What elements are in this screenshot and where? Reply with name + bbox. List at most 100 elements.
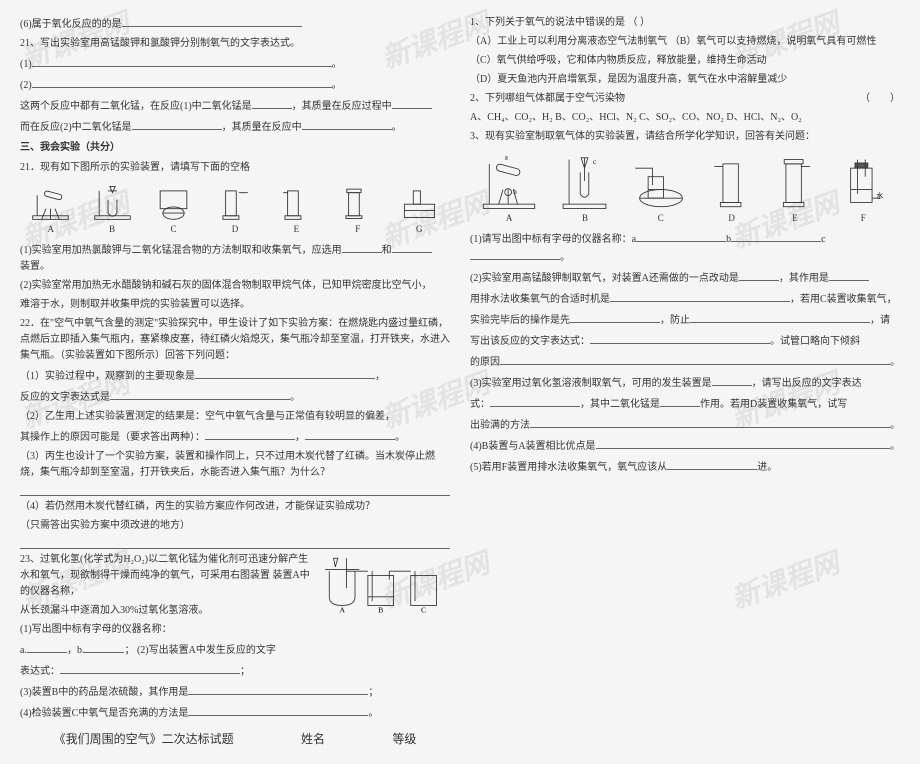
text: ，其质量在反应中: [222, 120, 302, 136]
text: ；: [368, 685, 378, 701]
text: 。: [890, 439, 900, 455]
apparatus-label: A: [506, 211, 513, 225]
blank: [596, 437, 890, 449]
text: （只需答出实验方案中须改进的地方）: [20, 518, 190, 534]
text: 。: [395, 430, 405, 446]
svg-text:水: 水: [876, 191, 883, 200]
svg-text:c: c: [594, 158, 597, 165]
text: 而在反应(2)中二氧化锰是: [20, 120, 132, 136]
page-container: (6)属于氧化反应的的是 21、写出实验室用高锰酸钾和氯酸钾分别制氧气的文字表达…: [0, 0, 920, 764]
apparatus-label: D: [232, 222, 239, 236]
blank: [302, 118, 392, 130]
apparatus-e: E: [274, 182, 319, 236]
svg-text:C: C: [421, 605, 426, 614]
text: （C）氧气供给呼吸，它和体内物质反应，释放能量，维持生命活动: [470, 53, 767, 69]
blank: [32, 55, 332, 67]
text: ； (2)写出装置A中发生反应的文字: [124, 643, 275, 659]
apparatus-rb: c B: [557, 151, 612, 225]
text: (1)实验室用加热氯酸钾与二氧化锰混合物的方法制取和收集氧气，应选用: [20, 243, 342, 259]
blank: [132, 118, 222, 130]
apparatus-label: B: [109, 222, 115, 236]
blank: [110, 388, 290, 400]
text: (4)B装置与A装置相比优点是: [470, 439, 596, 455]
text: （3）丙生也设计了一个实验方案，装置和操作同上，只不过用木炭代替了红磷。当木炭停…: [20, 449, 450, 481]
apparatus-row-left: A B C D E F G: [20, 181, 450, 236]
blank: [20, 484, 450, 496]
text: 。试管口略向下倾斜: [770, 334, 860, 350]
blank: [305, 428, 395, 440]
text: c: [821, 232, 825, 248]
text: 3、现有实验室制取氧气体的实验装置，请结合所学化学知识，回答有关问题：: [470, 129, 815, 145]
text: ，若用C装置收集氧气，: [790, 292, 897, 308]
blank: [392, 241, 432, 253]
text: 的原因: [470, 355, 500, 371]
text: 。: [368, 706, 378, 722]
blank: [205, 428, 295, 440]
text: 。: [290, 390, 300, 406]
text: 22．在"空气中氧气含量的测定"实验探究中，甲生设计了如下实验方案：在燃烧匙内盛…: [20, 316, 450, 364]
text: (3)实验室用过氧化氢溶液制取氧气，可用的发生装置是: [470, 376, 712, 392]
text: (6)属于氧化反应的的是: [20, 17, 122, 33]
text: 23、过氧化氢(化学式为H₂O₂)以二氧化锰为催化剂可迅速分解产生水和氧气，现欲…: [20, 552, 315, 600]
blank: [570, 311, 660, 323]
apparatus-d: D: [212, 182, 257, 236]
text: （1）实验过程中，观察到的主要现象是: [20, 369, 195, 385]
blank: [690, 311, 870, 323]
apparatus-g: G: [397, 182, 442, 236]
blank: [188, 683, 368, 695]
apparatus-re: E: [772, 151, 817, 225]
apparatus-label: B: [582, 211, 588, 225]
blank: [490, 395, 580, 407]
text: 。: [890, 355, 900, 371]
apparatus-rc: C: [631, 151, 691, 225]
apparatus-label: C: [171, 222, 177, 236]
text: 表达式：: [20, 664, 60, 680]
text: （4）若仍然用木炭代替红磷，丙生的实验方案应作何改进，才能保证实验成功？: [20, 499, 375, 515]
text: 21．现有如下图所示的实验装置，请填写下面的空格: [20, 160, 250, 176]
blank: [252, 97, 292, 109]
blank: [20, 537, 450, 549]
text: 进。: [757, 460, 777, 476]
apparatus-label: F: [355, 222, 360, 236]
blank: [530, 416, 890, 428]
apparatus-rd: D: [709, 151, 754, 225]
blank: [60, 662, 240, 674]
text: 从长颈漏斗中逐滴加入30%过氧化氢溶液。: [20, 603, 208, 619]
blank: [32, 76, 332, 88]
text: 装置。: [20, 259, 50, 275]
blank: [470, 248, 560, 260]
text: ；: [240, 664, 250, 680]
svg-text:b: b: [513, 188, 517, 195]
section-title: 三、我会实验（共分）: [20, 140, 450, 156]
apparatus-label: D: [728, 211, 735, 225]
text: ，其质量在反应过程中: [292, 99, 392, 115]
svg-text:A: A: [340, 605, 346, 614]
apparatus-c: C: [151, 182, 196, 236]
text: ，其作用是: [779, 271, 829, 287]
blank: [27, 641, 67, 653]
apparatus-rf: 水 F: [836, 151, 891, 225]
text: (2): [20, 78, 32, 94]
text: 用排水法收集氧气的合适时机是: [470, 292, 610, 308]
blank: [712, 374, 752, 386]
blank: [188, 704, 368, 716]
name-label: 姓名: [301, 730, 325, 749]
text: ，其中二氧化锰是: [580, 397, 660, 413]
text: （D）夏天鱼池内开启增氧泵，是因为温度升高，氧气在水中溶解量减少: [470, 72, 787, 88]
grade-label: 等级: [392, 730, 416, 749]
exam-title-row: 《我们周围的空气》二次达标试题 姓名 等级: [20, 730, 450, 749]
three-bottle-diagram: A B C: [320, 554, 450, 620]
apparatus-label: F: [861, 211, 866, 225]
text: ，: [375, 369, 385, 385]
text: (1)请写出图中标有字母的仪器名称：a: [470, 232, 636, 248]
svg-text:a: a: [505, 154, 508, 161]
blank: [392, 97, 432, 109]
text: 其操作上的原因可能是（要求答出两种）：: [20, 430, 205, 446]
text: ，防止: [660, 313, 690, 329]
text: 21、写出实验室用高锰酸钾和氯酸钾分别制氧气的文字表达式。: [20, 36, 300, 52]
apparatus-a: A: [28, 182, 73, 236]
blank: [122, 15, 302, 27]
blank: [195, 367, 375, 379]
text: 2、下列哪组气体都属于空气污染物: [470, 91, 625, 107]
answer-paren: （ ）: [860, 91, 900, 107]
